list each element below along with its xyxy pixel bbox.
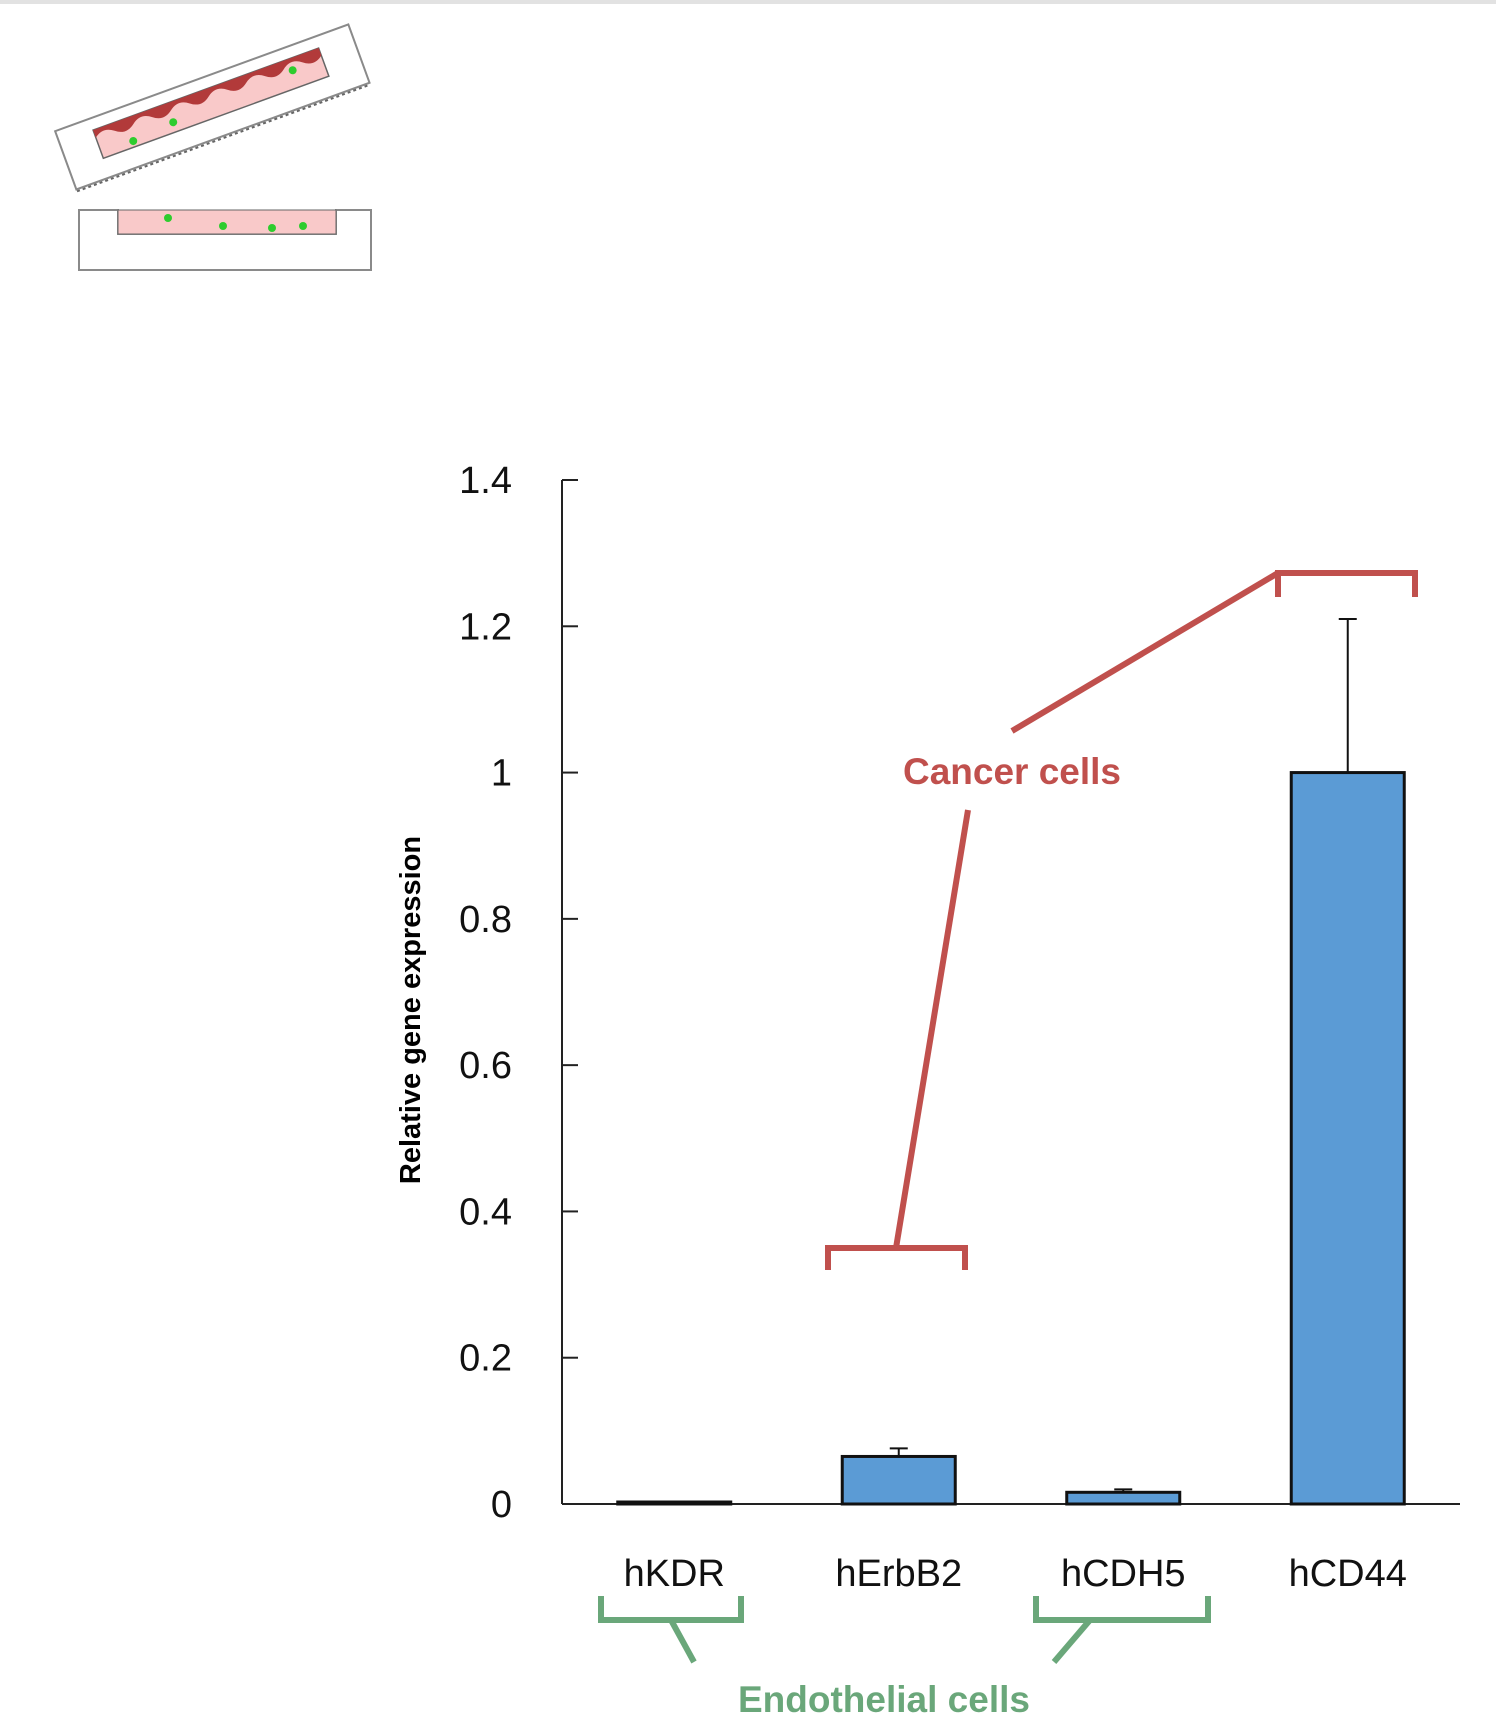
y-tick-label: 0.2 [459,1338,512,1380]
bars: hKDR hErbB2 hCDH5 hCD44 [616,617,1407,1595]
cell-dot [164,214,172,222]
endothelial-connector-hkdr [668,1618,697,1664]
endothelial-bracket-hkdr [598,1596,744,1623]
x-tick-label: hCDH5 [1061,1553,1186,1595]
culture-schematic [53,23,372,271]
y-tick-label: 1.2 [459,606,512,648]
annotations: Cancer cells Endothelial cells [598,570,1418,1720]
cell-dot [299,222,307,230]
cell-dot [219,222,227,230]
y-tick-label: 0.8 [459,899,512,941]
bar-hcdh5 [1065,1490,1182,1506]
y-tick-label: 0 [491,1484,512,1526]
endothelial-bracket-hcdh5 [1033,1596,1211,1623]
bottom-well [78,209,372,271]
bar-chart: Relative gene expression 0 0.2 0.4 0.6 0.8 1 1… [395,460,1460,1595]
x-tick-label: hErbB2 [835,1553,962,1595]
cancer-annotation: Cancer cells [825,570,1418,1270]
endothelial-connector-hcdh5 [1051,1618,1093,1664]
cancer-connector-herbb2 [893,809,971,1249]
cancer-bracket-hcd44 [1275,570,1418,597]
cell-dot [169,118,178,127]
cancer-bracket-herbb2 [825,1245,968,1270]
endothelial-cells-label: Endothelial cells [738,1679,1030,1720]
cell-dot [288,66,297,75]
cell-dot [129,137,138,146]
x-tick-label: hKDR [624,1553,725,1595]
tissue-layer [93,48,322,138]
bar-herbb2 [840,1454,957,1506]
cancer-cells-label: Cancer cells [903,751,1121,792]
cancer-connector-hcd44 [1010,570,1280,734]
x-tick-label: hCD44 [1289,1553,1407,1595]
axes: 0 0.2 0.4 0.6 0.8 1 1.2 1.4 [459,460,1460,1526]
bar-hcd44 [1289,771,1406,1506]
y-tick-label: 0.4 [459,1191,512,1233]
y-axis-title: Relative gene expression [395,836,427,1184]
top-border [0,0,1496,4]
y-tick-label: 1 [491,753,512,795]
y-tick-label: 1.4 [459,460,512,502]
tilted-insert [53,23,371,193]
cell-dot [268,224,276,232]
y-tick-label: 0.6 [459,1045,512,1087]
well-medium [117,209,337,235]
bar-hkdr [616,1500,733,1506]
endothelial-annotation: Endothelial cells [598,1596,1211,1720]
